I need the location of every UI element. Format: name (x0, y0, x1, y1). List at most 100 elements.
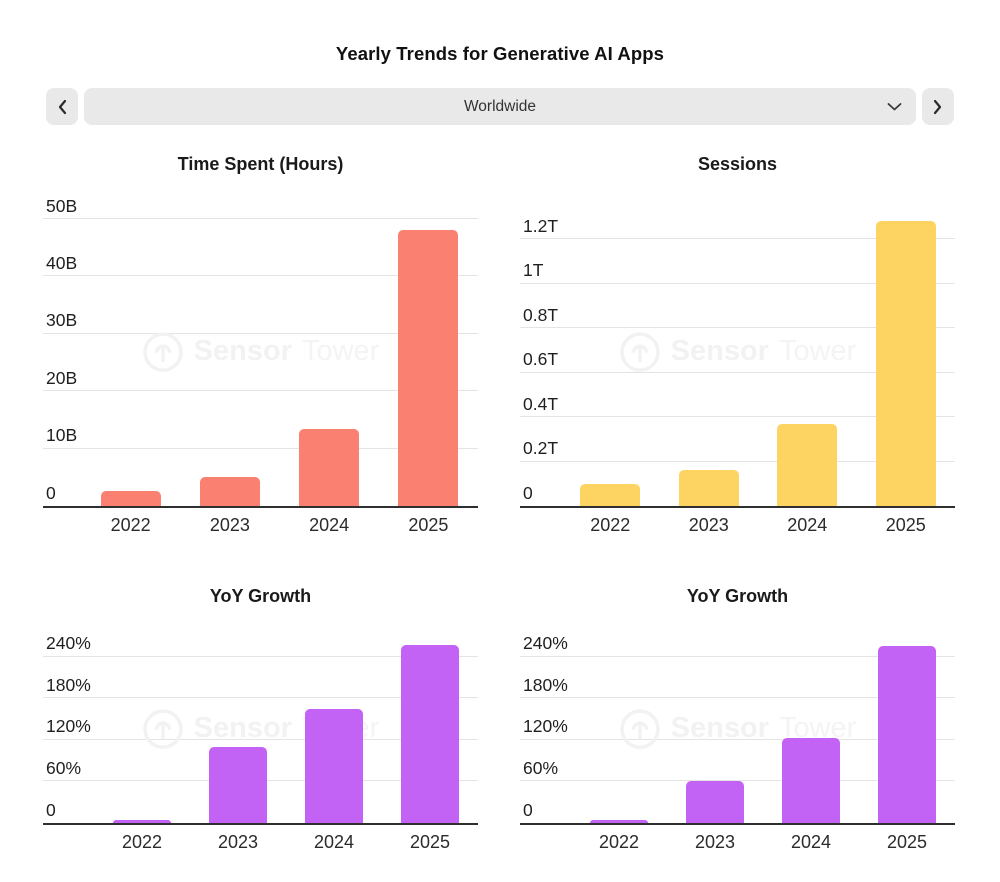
gridline (43, 447, 478, 449)
bar (305, 708, 363, 823)
x-axis-labels: 2022 2023 2024 2025 (561, 515, 955, 536)
bar-slot (561, 483, 660, 506)
bar-slot (859, 646, 955, 823)
plot-area: Sensor Tower 0 0.2T 0.4T 0.6T 0.8T 1T 1.2T (520, 199, 955, 508)
bar (209, 746, 267, 823)
y-tick-label: 240% (523, 633, 568, 653)
plot-area: Sensor Tower 0 10B 20B 30B 40B 50B (43, 197, 478, 508)
chart-time-spent: Time Spent (Hours) Sensor Tower 0 10B 20B 30… (43, 148, 478, 536)
bar (398, 230, 459, 506)
bar-slot (379, 230, 478, 506)
x-tick-label: 2025 (886, 832, 928, 852)
chart-title: Time Spent (Hours) (177, 154, 344, 174)
x-axis-labels: 2022 2023 2024 2025 (571, 832, 955, 853)
bar (678, 470, 739, 506)
bars-area (561, 199, 955, 506)
gridline (520, 371, 955, 373)
y-tick-label: 180% (523, 674, 568, 695)
y-tick-label: 40B (46, 252, 78, 273)
bar-slot (660, 470, 759, 506)
bar (686, 781, 744, 823)
bar (878, 646, 936, 823)
y-tick-label: 180% (46, 674, 91, 695)
gridline (43, 390, 478, 392)
x-tick-label: 2022 (110, 515, 151, 535)
x-tick-label: 2024 (790, 832, 832, 852)
y-tick-label: 0 (46, 482, 56, 503)
x-tick-label: 2022 (590, 515, 631, 535)
gridline (520, 416, 955, 417)
x-axis-labels: 2022 2023 2024 2025 (94, 832, 478, 853)
chevron-right-icon (933, 99, 942, 114)
bar-slot (763, 738, 859, 823)
bar-slot (280, 428, 379, 506)
bar (580, 483, 641, 506)
x-axis-labels: 2022 2023 2024 2025 (81, 515, 478, 536)
x-tick-label: 2022 (121, 832, 163, 852)
x-tick-label: 2023 (209, 515, 250, 535)
bar (590, 820, 648, 823)
y-tick-label: 0 (523, 799, 533, 820)
gridline (520, 738, 955, 740)
bar-slot (857, 221, 956, 506)
x-tick-label: 2023 (694, 832, 736, 852)
x-tick-label: 2024 (313, 832, 355, 852)
gridline (520, 655, 955, 657)
y-tick-label: 0 (46, 799, 56, 820)
bar (299, 428, 360, 506)
chart-yoy-growth-sessions: YoY Growth Sensor Tower 0 60% 120% 180% 240% … (520, 580, 955, 853)
x-tick-label: 2023 (688, 515, 729, 535)
y-tick-label: 0.8T (523, 304, 559, 325)
next-region-button[interactable] (922, 88, 954, 125)
x-tick-label: 2024 (787, 515, 828, 535)
x-tick-label: 2025 (408, 515, 449, 535)
bar-slot (382, 644, 478, 823)
gridline (43, 218, 478, 219)
bar (100, 491, 161, 506)
gridline (43, 655, 478, 657)
bar (199, 477, 260, 506)
chart-title: Sessions (697, 154, 778, 174)
bar-slot (286, 708, 382, 823)
x-tick-label: 2025 (885, 515, 926, 535)
y-tick-label: 0 (523, 482, 533, 503)
y-tick-label: 120% (523, 716, 568, 737)
x-tick-label: 2025 (409, 832, 451, 852)
bars-area (81, 199, 478, 506)
y-tick-label: 0.6T (523, 349, 559, 369)
y-tick-label: 240% (46, 633, 91, 653)
chevron-left-icon (58, 99, 67, 114)
bar-slot (180, 477, 279, 506)
y-tick-label: 20B (46, 367, 78, 388)
bar (113, 820, 171, 823)
bar (782, 738, 840, 823)
x-tick-label: 2023 (217, 832, 259, 852)
gridline (520, 460, 955, 462)
bar (777, 423, 838, 506)
x-tick-label: 2022 (598, 832, 640, 852)
bar-slot (190, 746, 286, 823)
bars-area (94, 636, 478, 823)
y-tick-label: 1.2T (523, 215, 559, 236)
y-tick-label: 0.2T (523, 438, 559, 458)
y-tick-label: 30B (46, 310, 78, 331)
y-tick-label: 0.4T (523, 393, 559, 414)
gridline (520, 238, 955, 239)
chart-sessions: Sessions Sensor Tower 0 0.2T 0.4T 0.6T 0.8T 1T… (520, 148, 955, 536)
prev-region-button[interactable] (46, 88, 78, 125)
bar-slot (667, 781, 763, 823)
gridline (520, 697, 955, 699)
chart-title: YoY Growth (686, 586, 789, 606)
y-tick-label: 10B (46, 425, 78, 446)
gridline (520, 327, 955, 328)
bar (401, 644, 459, 823)
chevron-down-icon (887, 102, 902, 110)
gridline (43, 697, 478, 699)
region-select[interactable]: Worldwide (84, 88, 916, 125)
bar-slot (94, 820, 190, 823)
y-tick-label: 60% (46, 757, 82, 778)
bars-area (571, 636, 955, 823)
